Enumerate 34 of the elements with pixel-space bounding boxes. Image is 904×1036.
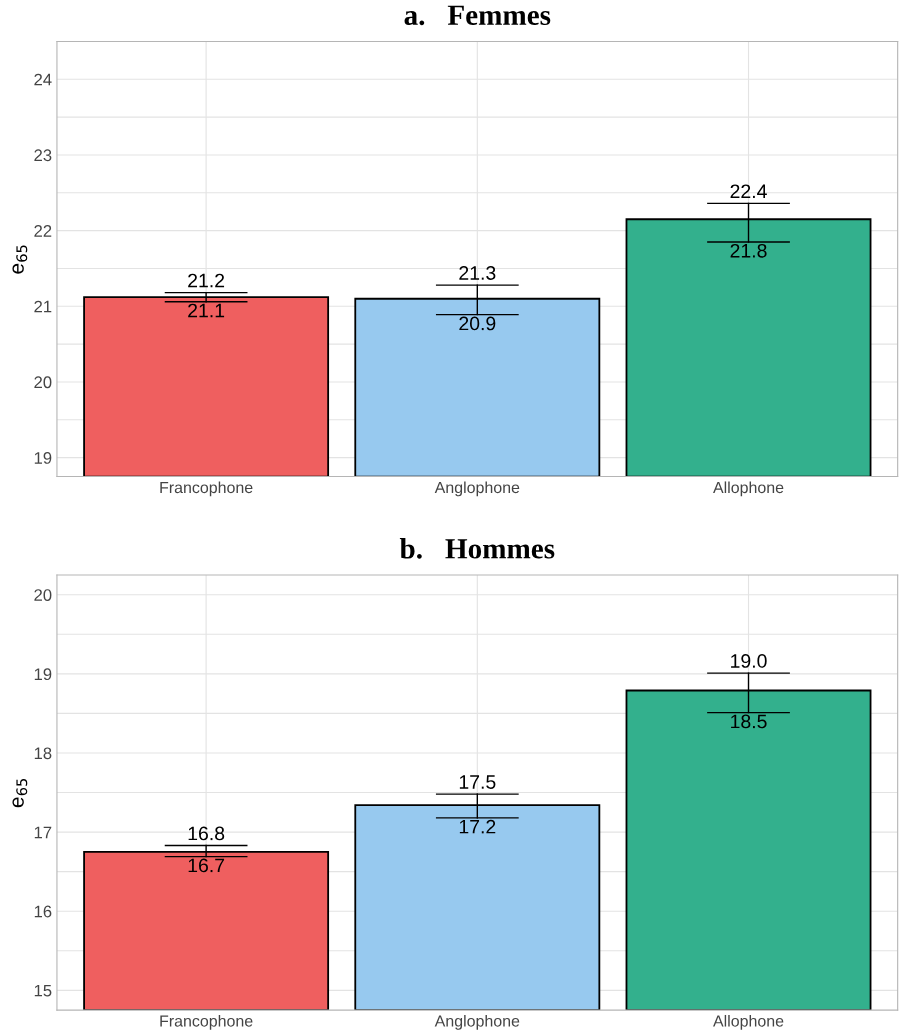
y-tick-label: 19 [34,452,52,464]
x-tick-label: Allophone [713,1014,784,1030]
y-tick-label: 17 [34,826,52,839]
y-tick-label: 21 [34,300,52,313]
annotation: 16.7 [188,858,225,873]
y-tick-label: 20 [34,589,52,601]
chart-title: b. Hommes [399,538,555,559]
annotation: 21.2 [188,273,225,288]
annotation: 17.5 [459,775,496,789]
x-tick-label: Francophone [160,1014,253,1030]
y-tick-label: 20 [34,376,52,389]
y-axis-title: e$_{65}$ [12,245,28,274]
annotation: 17.2 [459,819,496,834]
x-tick-label: Anglophone [434,1014,520,1030]
y-tick-label: 19 [34,668,52,681]
annotation: 21.3 [459,266,496,280]
y-tick-label: 18 [34,747,52,760]
y-tick-label: 16 [34,905,52,918]
annotation: 21.1 [188,303,225,318]
y-tick-label: 15 [34,984,52,997]
annotation: 19.0 [731,654,767,668]
annotation: 20.9 [459,316,496,331]
annotation: 21.8 [730,243,767,258]
y-tick-label: 24 [34,73,52,86]
annotation: 22.4 [730,184,767,198]
chart-title: a. Femmes [404,5,551,26]
x-tick-label: Allophone [713,481,784,497]
annotation: 18.5 [731,714,767,729]
x-tick-label: Anglophone [434,481,520,497]
y-tick-label: 23 [34,149,52,162]
y-tick-label: 22 [34,225,52,237]
annotation: 16.8 [188,826,225,841]
x-tick-label: Francophone [160,481,253,497]
y-axis-title: e$_{65}$ [12,778,28,808]
